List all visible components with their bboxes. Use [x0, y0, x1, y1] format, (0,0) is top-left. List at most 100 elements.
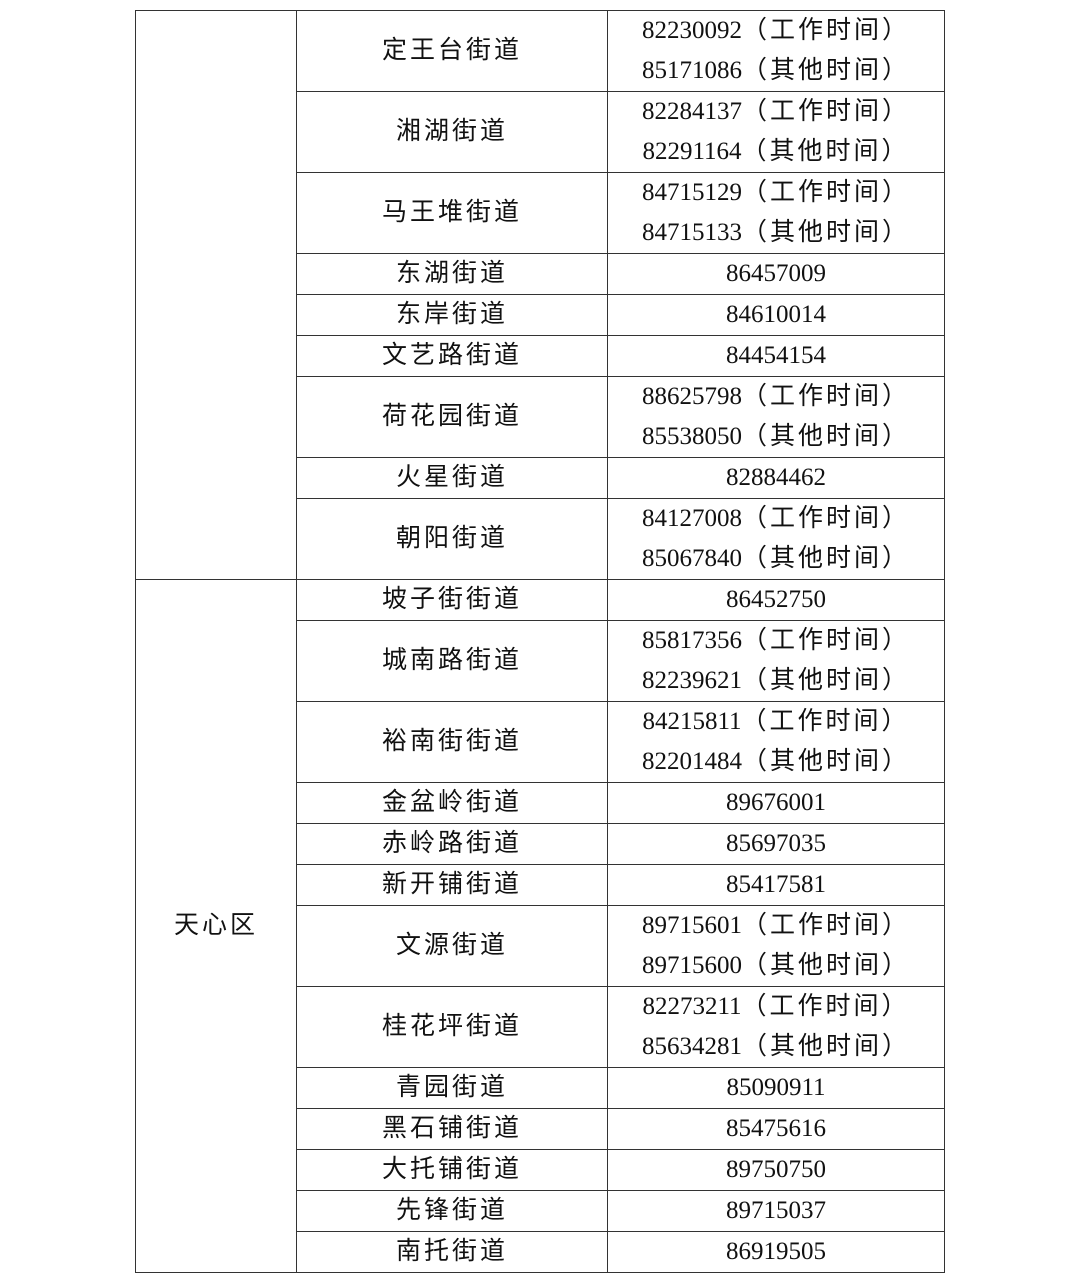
phone-time-note: （其他时间） — [741, 423, 910, 450]
phone-time-note: （其他时间） — [741, 138, 910, 165]
phone-number: 84127008 — [641, 505, 742, 532]
street-name: 新开铺街道 — [296, 864, 608, 906]
phone-cell: 88625798（工作时间） 85538050（其他时间） — [607, 376, 945, 458]
street-name: 朝阳街道 — [296, 498, 608, 580]
phone-cell: 84127008（工作时间） 85067840（其他时间） — [607, 498, 945, 580]
phone-number: 85817356 — [641, 627, 742, 654]
phone-cell: 82284137（工作时间） 82291164（其他时间） — [607, 91, 945, 173]
phone-line: 89750750 — [608, 1150, 944, 1190]
table-row: 定王台街道 82230092（工作时间） 85171086（其他时间） — [135, 10, 945, 580]
phone-line: 84454154 — [608, 336, 944, 376]
phone-cell: 84454154 — [607, 335, 945, 377]
phone-cell: 85090911 — [607, 1067, 945, 1109]
street-name: 定王台街道 — [296, 10, 608, 92]
phone-time-note: （工作时间） — [741, 912, 910, 939]
phone-line: 85090911 — [608, 1068, 944, 1108]
phone-line: 85067840（其他时间） — [608, 539, 944, 579]
phone-line: 86457009 — [608, 254, 944, 294]
phone-number: 82239621 — [641, 667, 742, 694]
phone-time-note: （其他时间） — [741, 1033, 910, 1060]
phone-cell: 89750750 — [607, 1149, 945, 1191]
phone-time-note: （工作时间） — [741, 179, 910, 206]
phone-time-note: （其他时间） — [741, 952, 910, 979]
phone-number: 82201484 — [641, 748, 742, 775]
phone-number: 82291164 — [642, 138, 742, 165]
phone-number: 85171086 — [641, 57, 742, 84]
table-row: 金盆岭街道 89676001 — [136, 782, 945, 824]
table-row: 荷花园街道 88625798（工作时间） 85538050（其他时间） — [136, 376, 945, 458]
street-name: 青园街道 — [296, 1067, 608, 1109]
phone-cell: 89715601（工作时间） 89715600（其他时间） — [607, 905, 945, 987]
table-row: 赤岭路街道 85697035 — [136, 823, 945, 865]
phone-cell: 84715129（工作时间） 84715133（其他时间） — [607, 172, 945, 254]
street-name: 湘湖街道 — [296, 91, 608, 173]
phone-line: 82291164（其他时间） — [608, 132, 944, 172]
phone-time-note: （其他时间） — [741, 748, 910, 775]
phone-number: 85538050 — [641, 423, 742, 450]
street-name: 大托铺街道 — [296, 1149, 608, 1191]
phone-line: 82201484（其他时间） — [608, 742, 944, 782]
phone-line: 84610014 — [608, 295, 944, 335]
phone-line: 86919505 — [608, 1232, 944, 1272]
phone-number: 88625798 — [641, 383, 742, 410]
street-name: 金盆岭街道 — [296, 782, 608, 824]
phone-number: 85417581 — [726, 871, 826, 898]
table-row: 东湖街道 86457009 — [136, 253, 945, 295]
phone-number: 89676001 — [726, 789, 826, 816]
phone-number: 86452750 — [726, 586, 826, 613]
phone-cell: 84610014 — [607, 294, 945, 336]
phone-line: 85817356（工作时间） — [608, 621, 944, 661]
street-name: 裕南街街道 — [296, 701, 608, 783]
phone-time-note: （其他时间） — [741, 57, 910, 84]
phone-line: 85697035 — [608, 824, 944, 864]
phone-line: 89715601（工作时间） — [608, 906, 944, 946]
district-name: 天心区 — [173, 912, 258, 939]
phone-cell: 85417581 — [607, 864, 945, 906]
phone-cell: 86457009 — [607, 253, 945, 295]
phone-number: 85697035 — [726, 830, 826, 857]
phone-time-note: （其他时间） — [741, 219, 910, 246]
phone-cell: 89676001 — [607, 782, 945, 824]
phone-line: 84127008（工作时间） — [608, 499, 944, 539]
phone-number: 84610014 — [726, 301, 826, 328]
phone-line: 88625798（工作时间） — [608, 377, 944, 417]
phone-time-note: （工作时间） — [741, 17, 910, 44]
table-body: 定王台街道 82230092（工作时间） 85171086（其他时间） 湘湖街道 822… — [135, 10, 945, 1273]
street-name: 坡子街街道 — [296, 579, 608, 621]
phone-line: 85538050（其他时间） — [608, 417, 944, 457]
phone-number: 84215811 — [642, 708, 742, 735]
phone-number: 86457009 — [726, 260, 826, 287]
phone-time-note: （工作时间） — [741, 993, 910, 1020]
phone-number: 84715129 — [641, 179, 742, 206]
street-name: 南托街道 — [296, 1231, 608, 1273]
street-name: 东湖街道 — [296, 253, 608, 295]
table-row: 桂花坪街道 82273211（工作时间） 85634281（其他时间） — [136, 986, 945, 1068]
phone-number: 85634281 — [641, 1033, 742, 1060]
table-row: 新开铺街道 85417581 — [136, 864, 945, 906]
phone-number: 89715037 — [726, 1197, 826, 1224]
street-name: 东岸街道 — [296, 294, 608, 336]
phone-number: 89715601 — [641, 912, 742, 939]
table-row: 黑石铺街道 85475616 — [136, 1108, 945, 1150]
phone-cell: 85475616 — [607, 1108, 945, 1150]
table-row: 文艺路街道 84454154 — [136, 335, 945, 377]
table-row: 青园街道 85090911 — [136, 1067, 945, 1109]
phone-line: 86452750 — [608, 580, 944, 620]
phone-number: 89750750 — [726, 1156, 826, 1183]
phone-cell: 89715037 — [607, 1190, 945, 1232]
street-name: 黑石铺街道 — [296, 1108, 608, 1150]
phone-number: 82284137 — [641, 98, 742, 125]
phone-line: 84215811（工作时间） — [608, 702, 944, 742]
street-name: 先锋街道 — [296, 1190, 608, 1232]
phone-line: 84715133（其他时间） — [608, 213, 944, 253]
phone-number: 82230092 — [641, 17, 742, 44]
phone-number: 84454154 — [726, 342, 826, 369]
street-name: 荷花园街道 — [296, 376, 608, 458]
phone-line: 82884462 — [608, 458, 944, 498]
phone-number: 86919505 — [726, 1238, 826, 1265]
phone-time-note: （工作时间） — [741, 708, 910, 735]
phone-number: 85067840 — [641, 545, 742, 572]
street-phone-table: 定王台街道 82230092（工作时间） 85171086（其他时间） 湘湖街道 822… — [135, 10, 945, 1273]
phone-cell: 86919505 — [607, 1231, 945, 1273]
district-cell — [135, 10, 297, 580]
